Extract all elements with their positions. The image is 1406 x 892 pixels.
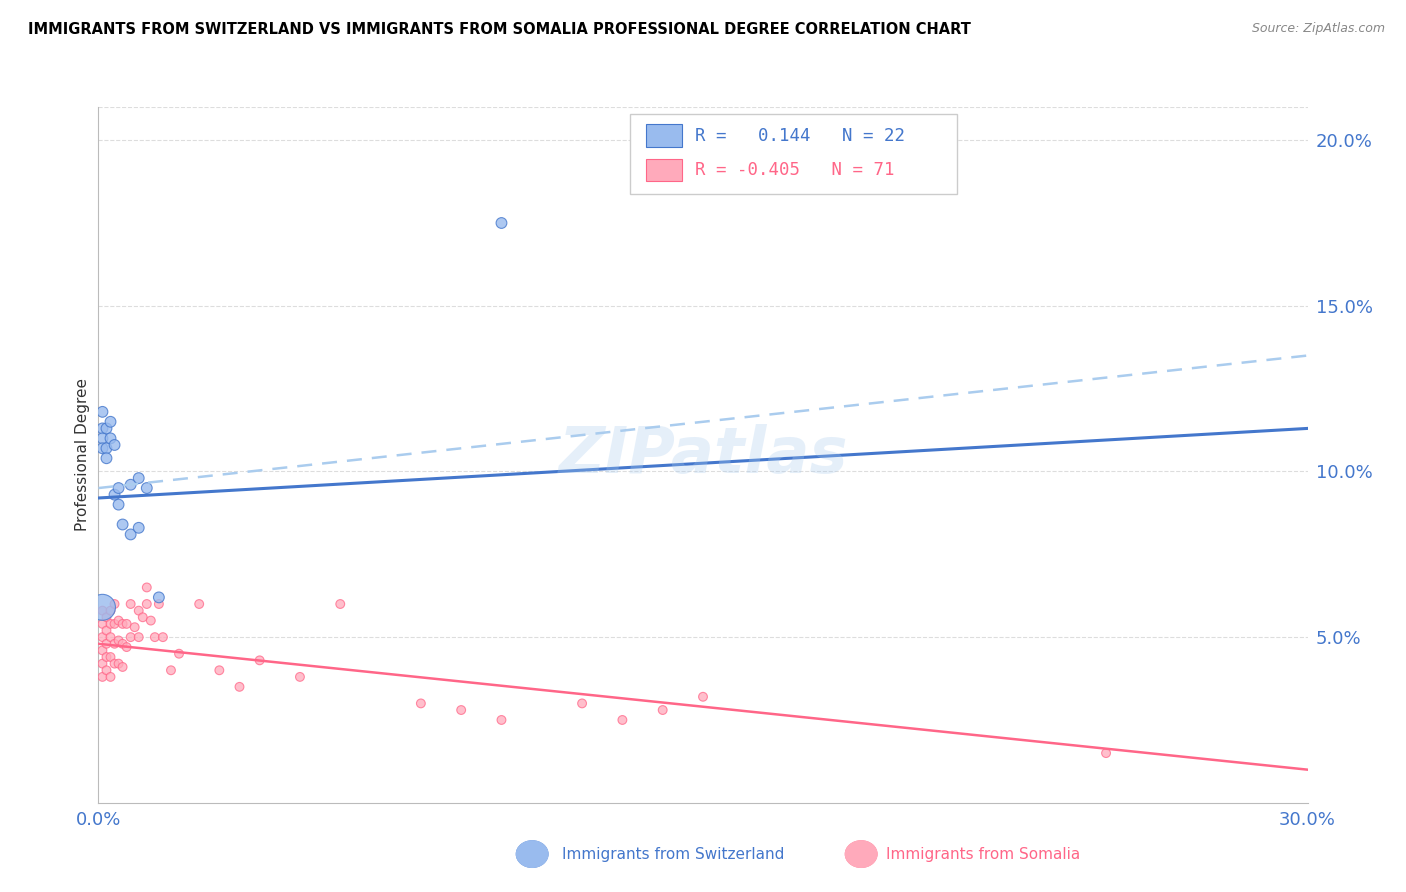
Point	[91, 431, 114, 445]
Point	[692, 690, 714, 704]
Point	[128, 630, 150, 644]
Y-axis label: Professional Degree: Professional Degree	[75, 378, 90, 532]
Point	[107, 657, 129, 671]
Point	[139, 614, 162, 628]
Point	[120, 477, 142, 491]
Point	[115, 640, 138, 654]
Point	[100, 616, 122, 631]
Point	[120, 597, 142, 611]
Text: Source: ZipAtlas.com: Source: ZipAtlas.com	[1251, 22, 1385, 36]
Point	[120, 630, 142, 644]
Circle shape	[845, 841, 877, 867]
Point	[115, 616, 138, 631]
Point	[132, 610, 155, 624]
Point	[103, 657, 125, 671]
Point	[96, 421, 118, 435]
Point	[100, 415, 122, 429]
Point	[100, 431, 122, 445]
Point	[167, 647, 190, 661]
Point	[100, 604, 122, 618]
Point	[91, 604, 114, 618]
Point	[91, 643, 114, 657]
Text: IMMIGRANTS FROM SWITZERLAND VS IMMIGRANTS FROM SOMALIA PROFESSIONAL DEGREE CORRE: IMMIGRANTS FROM SWITZERLAND VS IMMIGRANT…	[28, 22, 972, 37]
Point	[249, 653, 271, 667]
Point	[103, 488, 125, 502]
Point	[103, 597, 125, 611]
Point	[91, 405, 114, 419]
Point	[288, 670, 311, 684]
FancyBboxPatch shape	[630, 114, 957, 194]
Point	[120, 527, 142, 541]
FancyBboxPatch shape	[647, 124, 682, 146]
Point	[329, 597, 352, 611]
Point	[491, 713, 513, 727]
Point	[91, 630, 114, 644]
Point	[96, 624, 118, 638]
Point	[96, 451, 118, 466]
Point	[91, 600, 114, 615]
Point	[91, 616, 114, 631]
Point	[100, 650, 122, 665]
Point	[148, 597, 170, 611]
Point	[188, 597, 211, 611]
Point	[91, 442, 114, 456]
Point	[103, 438, 125, 452]
Point	[91, 670, 114, 684]
Point	[612, 713, 634, 727]
Point	[128, 604, 150, 618]
Point	[128, 521, 150, 535]
Point	[228, 680, 250, 694]
Point	[91, 421, 114, 435]
Point	[96, 663, 118, 677]
Point	[135, 581, 157, 595]
Point	[143, 630, 166, 644]
Point	[103, 616, 125, 631]
Point	[96, 442, 118, 456]
Point	[128, 471, 150, 485]
Point	[100, 630, 122, 644]
Point	[107, 633, 129, 648]
Text: Immigrants from Somalia: Immigrants from Somalia	[886, 847, 1080, 862]
Point	[571, 697, 593, 711]
FancyBboxPatch shape	[647, 159, 682, 181]
Point	[96, 650, 118, 665]
Point	[107, 614, 129, 628]
Point	[124, 620, 146, 634]
Point	[148, 591, 170, 605]
Point	[450, 703, 472, 717]
Point	[111, 517, 134, 532]
Point	[111, 637, 134, 651]
Point	[111, 616, 134, 631]
Point	[91, 657, 114, 671]
Point	[107, 498, 129, 512]
Point	[651, 703, 673, 717]
Circle shape	[516, 841, 548, 867]
Text: R =   0.144   N = 22: R = 0.144 N = 22	[695, 127, 904, 145]
Point	[160, 663, 183, 677]
Point	[103, 637, 125, 651]
Point	[491, 216, 513, 230]
Point	[208, 663, 231, 677]
Text: ZIPatlas: ZIPatlas	[558, 424, 848, 486]
Point	[111, 660, 134, 674]
Point	[135, 597, 157, 611]
Point	[107, 481, 129, 495]
Point	[96, 637, 118, 651]
Point	[135, 481, 157, 495]
Point	[100, 670, 122, 684]
Text: R = -0.405   N = 71: R = -0.405 N = 71	[695, 161, 894, 179]
Point	[1095, 746, 1118, 760]
Point	[96, 610, 118, 624]
Text: Immigrants from Switzerland: Immigrants from Switzerland	[562, 847, 785, 862]
Point	[152, 630, 174, 644]
Point	[409, 697, 432, 711]
